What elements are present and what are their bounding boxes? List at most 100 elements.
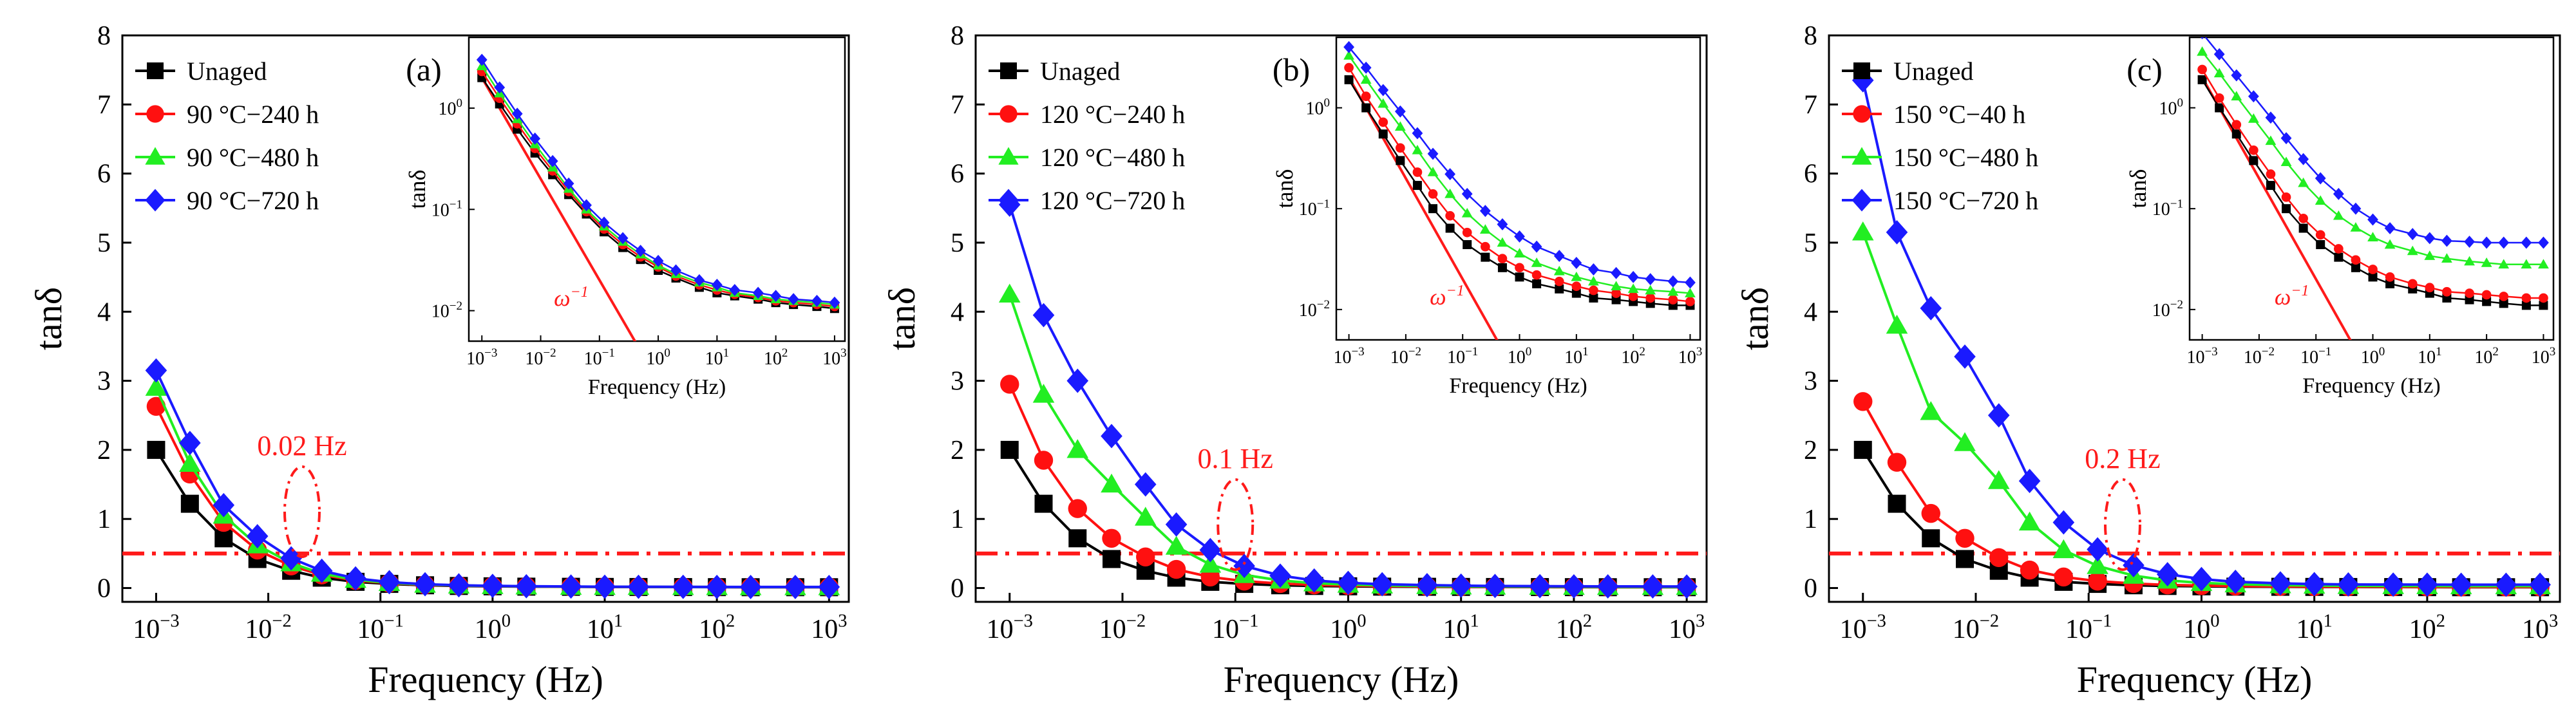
plot-frame	[974, 34, 1708, 603]
x-tick-label-base: 10	[475, 615, 502, 644]
inset-data-point	[2266, 181, 2275, 191]
data-point	[1066, 439, 1089, 458]
inset-data-point	[2197, 75, 2207, 84]
data-point	[1920, 296, 1942, 321]
inset-x-tick-label-base: 10	[584, 349, 602, 369]
inset-data-point	[1571, 281, 1582, 292]
y-tick-label: 2	[1804, 436, 1817, 465]
data-point	[1303, 568, 1325, 593]
inset-x-tick-label: 101	[705, 346, 730, 369]
omega-exponent: −1	[571, 284, 589, 301]
inset-data-point	[494, 81, 506, 94]
inset-x-tick-label-exp: −3	[2204, 345, 2217, 359]
inset-x-tick-label: 10−1	[584, 346, 615, 369]
inset-y-tick-label: 10−1	[1299, 197, 1330, 219]
inset-x-tick-label: 10−3	[1333, 345, 1364, 368]
inset-x-tick-label-exp: 3	[1696, 345, 1703, 359]
data-point	[627, 574, 650, 599]
x-tick-label-exp: −2	[1126, 611, 1146, 631]
data-point	[246, 524, 269, 548]
inset-x-tick-label-exp: −2	[1408, 345, 1421, 359]
inset-x-tick-label-base: 10	[1564, 348, 1582, 368]
inset-data-point	[1531, 270, 1542, 280]
y-tick-label: 0	[951, 574, 964, 604]
inset-data-point	[2298, 177, 2309, 187]
y-tick-label: 7	[951, 90, 964, 120]
data-point	[1987, 403, 2010, 428]
x-tick-label-exp: 2	[2436, 611, 2445, 631]
data-point	[1032, 303, 1055, 328]
legend-marker	[999, 105, 1018, 123]
inset-data-point	[829, 296, 840, 309]
inset-y-tick-label-base: 10	[1299, 301, 1317, 321]
inset-y-tick-label-base: 10	[2159, 99, 2177, 119]
inset-data-point	[2280, 132, 2292, 145]
inset-y-tick-label-exp: −1	[2170, 197, 2183, 210]
data-point	[2020, 560, 2040, 580]
x-tick-label-base: 10	[133, 615, 160, 644]
x-tick-label-base: 10	[1840, 615, 1867, 644]
inset-x-tick-label-base: 10	[1447, 348, 1465, 368]
data-point	[672, 574, 694, 599]
inset-data-point	[1444, 168, 1456, 180]
inset-data-point	[2315, 195, 2326, 205]
inset-data-point	[2200, 37, 2204, 39]
inset-data-point	[1412, 181, 1422, 191]
inset-data-point	[1497, 254, 1508, 264]
inset-data-point	[1497, 237, 1508, 247]
inset-data-point	[1463, 240, 1472, 250]
data-point	[1888, 494, 1906, 513]
data-point	[2269, 571, 2291, 596]
x-tick-label: 102	[1556, 611, 1592, 644]
y-tick-label: 4	[1804, 297, 1817, 327]
inset-x-tick-label: 103	[822, 346, 847, 369]
data-point	[179, 453, 201, 472]
legend-marker	[998, 147, 1019, 165]
inset-x-tick-label-exp: 0	[664, 346, 670, 360]
x-tick-label-exp: 0	[1357, 611, 1366, 631]
x-tick-label-base: 10	[1099, 615, 1126, 644]
x-tick-label-exp: 1	[1470, 611, 1479, 631]
inset-data-point	[2539, 293, 2548, 303]
inset-y-tick-label-base: 10	[431, 302, 450, 322]
inset-x-tick-label-base: 10	[1508, 348, 1526, 368]
inset-x-tick-label: 10−2	[525, 346, 556, 369]
data-point	[1166, 559, 1186, 579]
inset-data-point	[1462, 227, 1472, 238]
inset-data-point	[2231, 91, 2242, 100]
inset-x-tick-label-exp: −3	[1351, 345, 1364, 359]
inset-data-point	[2481, 257, 2492, 267]
inset-data-point	[1553, 265, 1565, 275]
inset-y-tick-label: 10−1	[431, 198, 462, 221]
data-point	[1596, 574, 1619, 599]
y-tick-label: 5	[1804, 229, 1817, 258]
data-point	[1000, 440, 1019, 459]
inset-data-point	[770, 290, 782, 303]
inset-data-point	[2367, 213, 2378, 226]
inset-x-tick-label-base: 10	[646, 349, 664, 369]
inset-x-tick-label: 100	[2361, 345, 2385, 368]
y-tick-label: 0	[1804, 574, 1817, 604]
inset-data-point	[2481, 290, 2492, 300]
x-tick-label-exp: 2	[726, 611, 735, 631]
inset-y-tick-label-exp: 0	[456, 97, 462, 110]
inset-x-tick-label: 10−1	[1447, 345, 1478, 368]
inset-x-tick-label: 101	[2418, 345, 2442, 368]
x-tick-label-base: 10	[1556, 615, 1583, 644]
inset-data-point	[1532, 279, 1542, 288]
inset-data-point	[1645, 293, 1656, 303]
inset-data-point	[1685, 276, 1696, 289]
inset-data-point	[1395, 143, 1405, 153]
inset-x-tick-label-exp: 3	[840, 346, 847, 360]
omega-label: ω−1	[2275, 283, 2309, 310]
legend-label: Unaged	[1893, 57, 1973, 86]
data-point	[1989, 548, 2009, 568]
inset-data-point	[1378, 98, 1389, 108]
data-point	[2303, 572, 2325, 597]
data-point	[2018, 511, 2041, 531]
inset-data-point	[2441, 253, 2452, 263]
x-tick-label: 10−1	[357, 611, 404, 644]
inset-data-point	[2351, 255, 2361, 265]
annotation-label: 0.02 Hz	[257, 430, 346, 462]
data-point	[1954, 344, 1976, 369]
